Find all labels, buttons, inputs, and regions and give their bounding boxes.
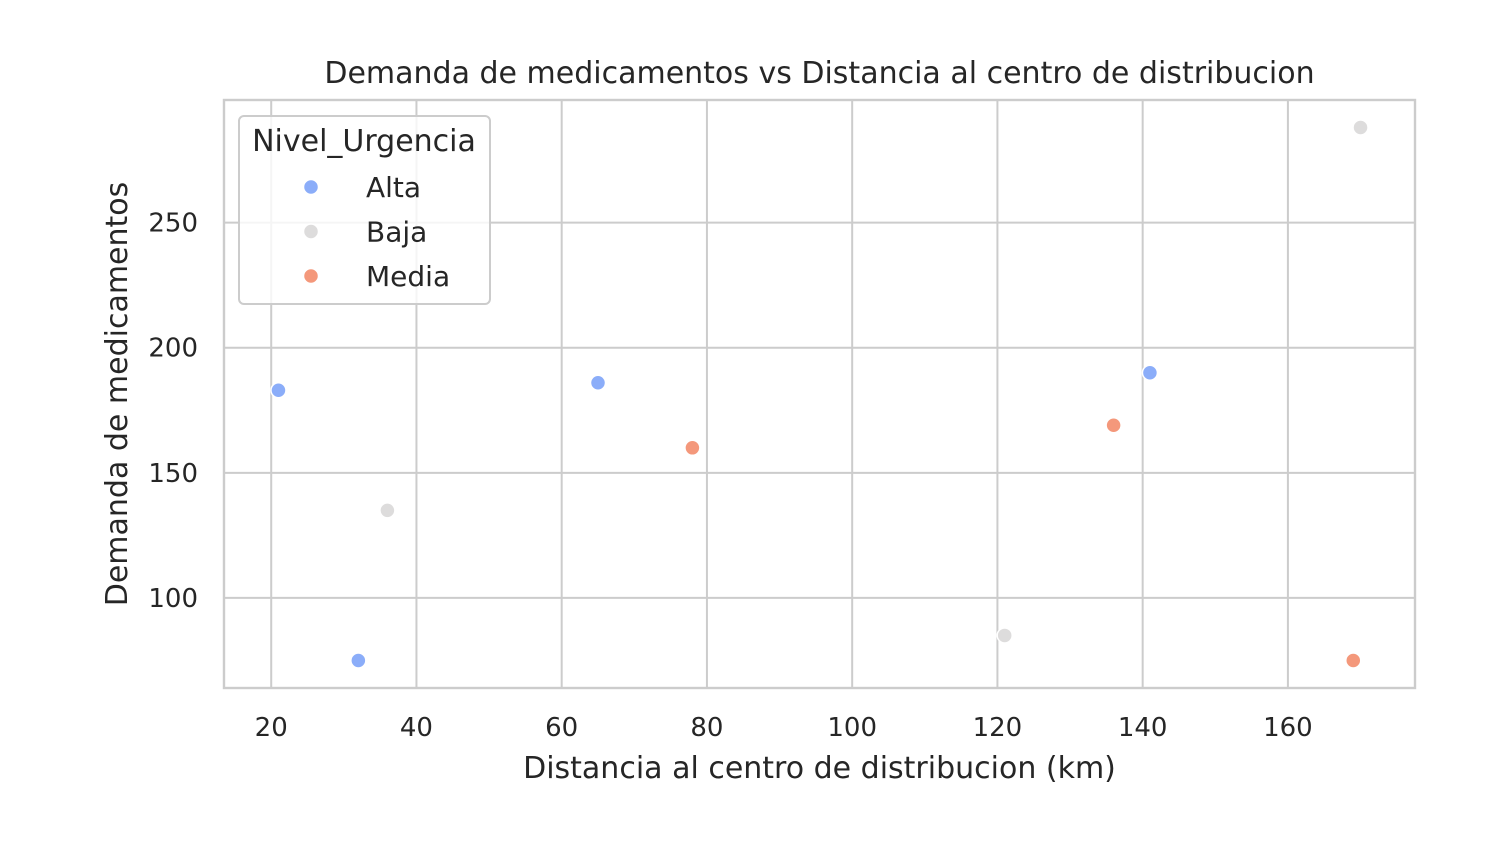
plot-frame [222, 98, 1417, 690]
data-point-alta [1141, 364, 1159, 381]
y-tick-label: 100 [148, 584, 198, 614]
legend-label-alta: Alta [366, 171, 421, 204]
legend: Nivel_Urgencia Alta Baja Media [238, 115, 491, 305]
x-tick-label: 20 [255, 713, 288, 743]
x-tick-label: 80 [690, 713, 723, 743]
x-axis-label: Distancia al centro de distribucion (km) [523, 751, 1116, 786]
legend-marker-baja [302, 223, 320, 240]
data-point-alta [589, 374, 607, 391]
data-point-baja [379, 502, 396, 519]
x-tick-label: 160 [1263, 713, 1313, 743]
x-tick-label: 40 [400, 713, 433, 743]
x-tick-label: 140 [1118, 713, 1168, 743]
y-tick-label: 250 [148, 209, 198, 239]
chart-title: Demanda de medicamentos vs Distancia al … [324, 56, 1314, 91]
data-point-baja [996, 627, 1013, 644]
y-tick-label: 150 [148, 459, 198, 489]
data-point-alta [350, 652, 367, 669]
x-tick-label: 120 [973, 713, 1023, 743]
data-point-media [1345, 652, 1362, 669]
x-tick-label: 100 [827, 713, 877, 743]
legend-title: Nivel_Urgencia [252, 124, 476, 159]
data-point-alta [270, 381, 287, 399]
y-tick-label: 200 [148, 334, 198, 364]
data-point-baja [1352, 119, 1369, 136]
legend-box [238, 115, 491, 305]
y-axis-label: Demanda de medicamentos [100, 182, 135, 607]
data-points [270, 119, 1369, 669]
legend-label-baja: Baja [366, 216, 427, 249]
data-point-media [1105, 417, 1122, 434]
data-point-media [684, 439, 701, 457]
x-tick-label: 60 [545, 713, 578, 743]
legend-marker-media [302, 267, 320, 285]
legend-entries: Alta Baja Media [302, 171, 450, 293]
legend-marker-alta [302, 178, 320, 196]
tick-labels: 20 40 60 80 100 120 140 160 100 150 200 250 [148, 209, 1312, 743]
legend-label-media: Media [366, 260, 450, 293]
